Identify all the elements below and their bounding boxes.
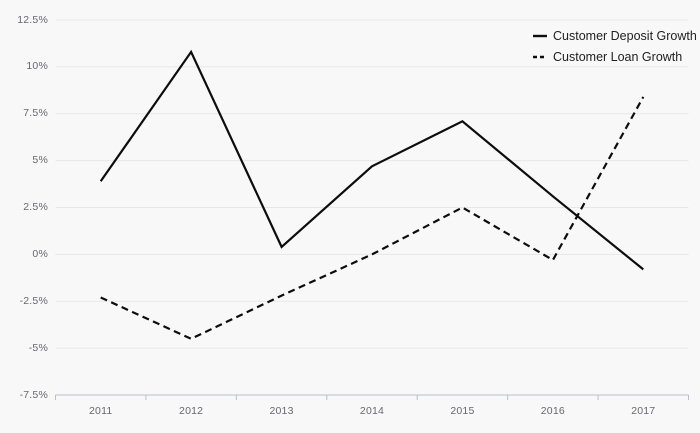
legend-label: Customer Deposit Growth <box>553 28 697 43</box>
legend: Customer Deposit Growth Customer Loan Gr… <box>533 25 697 68</box>
x-axis-tick-label: 2015 <box>450 405 475 417</box>
legend-label: Customer Loan Growth <box>553 50 683 65</box>
y-axis-tick-label: 12.5% <box>17 13 48 26</box>
legend-item-customer-deposit-growth: Customer Deposit Growth <box>533 25 697 47</box>
y-axis-tick-label: 10% <box>26 60 48 73</box>
dashed-line-swatch <box>533 56 547 59</box>
y-axis-tick-label: 0% <box>32 247 48 260</box>
series-line-customer-loan-growth <box>100 96 645 341</box>
series-line-customer-deposit-growth <box>99 49 644 271</box>
y-axis-tick-label: -2.5% <box>19 294 48 307</box>
x-axis-tick-label: 2012 <box>179 405 204 417</box>
y-axis-tick-label: 5% <box>32 154 48 167</box>
x-axis-tick-label: 2014 <box>359 405 385 417</box>
x-axis-tick-label: 2017 <box>631 405 656 417</box>
x-axis-tick-label: 2011 <box>89 405 113 417</box>
y-axis-tick-label: 7.5% <box>23 107 48 120</box>
x-axis-tick-label: 2016 <box>540 405 565 417</box>
y-axis-tick-label: -7.5% <box>19 388 48 401</box>
y-axis-tick-label: 2.5% <box>23 201 48 213</box>
solid-line-swatch <box>533 34 547 37</box>
legend-item-customer-loan-growth: Customer Loan Growth <box>533 47 697 69</box>
y-axis-tick-label: -5% <box>28 341 48 354</box>
x-axis-tick-label: 2013 <box>269 405 294 417</box>
